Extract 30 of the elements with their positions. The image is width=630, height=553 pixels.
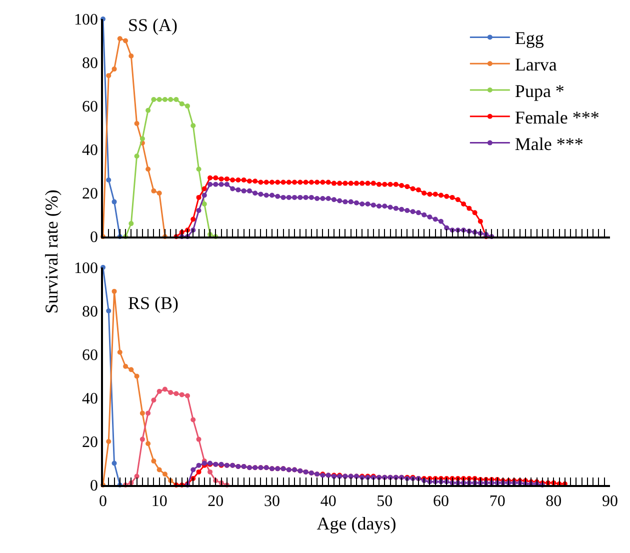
y-tick-label: 0 [90,478,98,495]
x-tick-label: 50 [376,492,393,510]
y-tick-label: 40 [82,142,98,160]
legend-label: Male *** [514,134,584,154]
legend-label: Larva [514,54,557,75]
y-tick-label: 40 [82,390,98,408]
y-tick-label: 80 [82,55,98,72]
y-tick-label: 60 [82,347,98,364]
y-tick-label: 100 [74,260,98,277]
x-tick-label: 20 [208,492,224,510]
y-tick-label: 20 [82,186,98,203]
legend-label: Pupa * [514,81,564,102]
legend-label: Female *** [514,107,600,128]
x-tick-label: 30 [264,492,280,510]
x-tick-label: 60 [433,492,449,510]
y-axis-title: Survival rate (%) [42,190,62,314]
x-tick-label: 10 [151,492,168,510]
x-tick-label: 40 [320,492,336,510]
x-axis-title: Age (days) [316,514,396,534]
annotation: RS (B) [128,293,179,313]
y-tick-label: 100 [74,12,98,29]
y-tick-label: 60 [82,98,98,116]
y-tick-label: 80 [82,304,98,320]
x-tick-label: 80 [546,492,562,510]
x-tick-label: 70 [489,492,506,510]
x-tick-label: 90 [602,492,618,510]
y-tick-label: 0 [90,229,98,246]
annotation: SS (A) [128,15,178,35]
y-tick-label: 20 [82,434,98,452]
legend-label: Egg [514,28,544,48]
